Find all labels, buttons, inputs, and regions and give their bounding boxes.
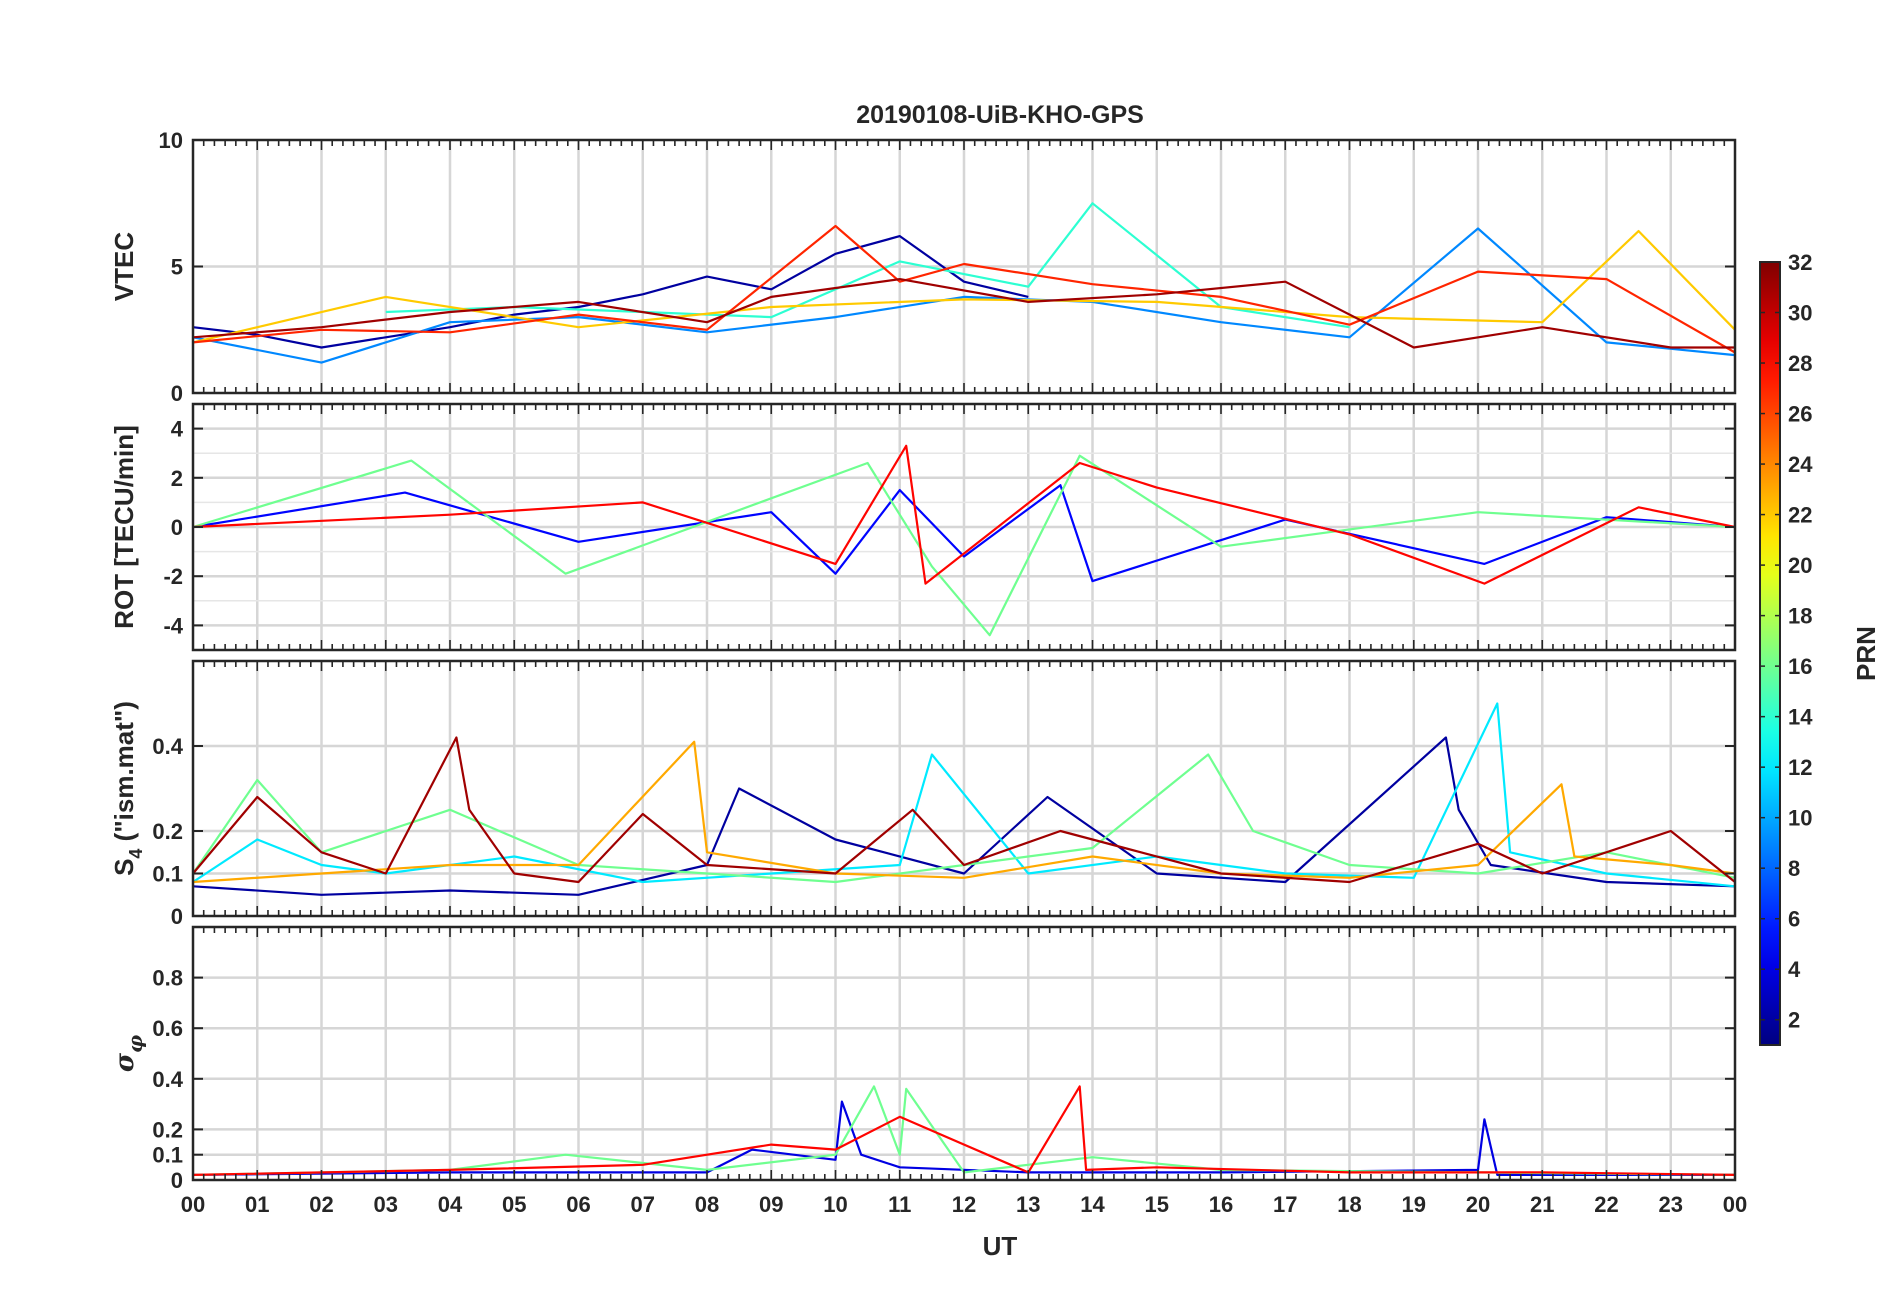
x-tick-label: 03 xyxy=(374,1192,398,1217)
panel-sigma_phi: 00.10.2 0.4 0.6 0.8 σφ xyxy=(110,925,1737,1193)
minor-ticks xyxy=(202,927,1726,1180)
x-tick-label: 13 xyxy=(1016,1192,1040,1217)
x-tick-label: 11 xyxy=(888,1192,911,1217)
x-tick-label: 06 xyxy=(566,1192,590,1217)
y-tick-label: -4 xyxy=(163,613,183,638)
y-tick-label: 0.1 xyxy=(152,862,183,887)
colorbar-tick-label: 32 xyxy=(1788,250,1812,275)
x-tick-label: 23 xyxy=(1659,1192,1683,1217)
colorbar-tick-label: 10 xyxy=(1788,806,1812,831)
y-axis-label-sigma_phi: σφ xyxy=(110,1035,147,1072)
y-tick-label: 4 xyxy=(171,417,184,442)
x-tick-label: 18 xyxy=(1337,1192,1361,1217)
minor-ticks xyxy=(202,404,1726,650)
colorbar-tick-label: 8 xyxy=(1788,856,1800,881)
minor-ticks xyxy=(202,661,1726,916)
x-tick-label: 21 xyxy=(1530,1192,1554,1217)
x-tick-label: 10 xyxy=(823,1192,847,1217)
x-tick-label: 15 xyxy=(1145,1192,1169,1217)
series-line-prn-2 xyxy=(192,736,1736,896)
series-line-prn-2 xyxy=(192,235,1029,349)
y-tick-label: 10 xyxy=(159,128,183,153)
y-tick-label: 0.6 xyxy=(152,1016,183,1041)
x-tick-label: 08 xyxy=(695,1192,719,1217)
series-line-prn-16 xyxy=(192,454,1736,637)
x-tick-label: 02 xyxy=(309,1192,333,1217)
x-tick-label: 12 xyxy=(952,1192,976,1217)
y-axis-label-s4: S4 ("ism.mat") xyxy=(109,701,146,876)
series-line-prn-31 xyxy=(192,278,1735,349)
colorbar-tick-label: 4 xyxy=(1788,957,1801,982)
y-tick-label: 0 xyxy=(171,381,183,406)
grid-sigma_phi xyxy=(193,927,1735,1180)
figure-title: 20190108-UiB-KHO-GPS xyxy=(856,101,1144,129)
y-tick-label: 0 xyxy=(171,1168,183,1193)
y-axis-label-rot: ROT [TECU/min] xyxy=(109,425,139,629)
x-tick-label: 19 xyxy=(1402,1192,1426,1217)
colorbar-tick-label: 22 xyxy=(1788,503,1812,528)
colorbar-tick-label: 24 xyxy=(1788,452,1813,477)
colorbar-tick-label: 26 xyxy=(1788,402,1812,427)
x-tick-label: 00 xyxy=(181,1192,205,1217)
y-tick-label: 2 xyxy=(171,466,183,491)
y-axis-label-vtec: VTEC xyxy=(109,232,139,302)
y-tick-label: -2 xyxy=(163,564,183,589)
series-line-prn-28 xyxy=(192,444,1736,585)
series-line-prn-23 xyxy=(192,740,1736,884)
x-tick-label: 22 xyxy=(1594,1192,1618,1217)
colorbar-tick-label: 2 xyxy=(1788,1008,1800,1033)
y-tick-label: 0.2 xyxy=(152,1117,183,1142)
colorbar-tick-label: 18 xyxy=(1788,604,1812,629)
colorbar-label: PRN xyxy=(1851,626,1881,681)
panel-s4: 0 0.1 0.2 0.4S4 ("ism.mat") xyxy=(109,659,1737,929)
y-tick-label: 0 xyxy=(171,515,183,540)
y-tick-label: 5 xyxy=(171,255,183,280)
panel-vtec: 0 5 10 VTEC xyxy=(109,128,1737,406)
y-tick-label: 0.4 xyxy=(152,1067,183,1092)
colorbar-tick-label: 28 xyxy=(1788,351,1812,376)
colorbar-tick-label: 20 xyxy=(1788,553,1812,578)
x-tick-label: 01 xyxy=(245,1192,269,1217)
x-tick-label: 05 xyxy=(502,1192,526,1217)
colorbar-tick-label: 16 xyxy=(1788,654,1812,679)
y-tick-label: 0.8 xyxy=(152,966,183,991)
y-tick-label: 0.1 xyxy=(152,1143,183,1168)
grid-vtec xyxy=(193,140,1735,393)
x-tick-label: 14 xyxy=(1080,1192,1105,1217)
x-tick-label: 04 xyxy=(438,1192,463,1217)
colorbar-tick-label: 14 xyxy=(1788,705,1813,730)
x-tick-label: 09 xyxy=(759,1192,783,1217)
y-tick-label: 0.4 xyxy=(152,734,183,759)
colorbar-tick-label: 12 xyxy=(1788,755,1812,780)
x-axis-label: UT xyxy=(983,1231,1018,1261)
colorbar-tick-label: 6 xyxy=(1788,907,1800,932)
x-tick-label: 00 xyxy=(1723,1192,1747,1217)
minor-ticks xyxy=(202,140,1726,393)
y-tick-label: 0 xyxy=(171,904,183,929)
x-tick-label: 16 xyxy=(1209,1192,1233,1217)
colorbar-tick-label: 30 xyxy=(1788,301,1812,326)
colorbar-gradient xyxy=(1759,261,1781,1046)
grid-rot xyxy=(193,404,1735,650)
y-tick-label: 0.2 xyxy=(152,819,183,844)
x-axis: 00 01 02 03 04 05 06 07 08 09 10 11 12 13 14 15 16 17 18 19… xyxy=(181,1192,1747,1217)
x-tick-label: 17 xyxy=(1273,1192,1297,1217)
series-line-prn-27 xyxy=(192,224,1736,354)
x-tick-label: 20 xyxy=(1466,1192,1490,1217)
x-tick-label: 07 xyxy=(631,1192,655,1217)
panel-rot: -4 -2 0 2 4 ROT [TECU/min] xyxy=(109,402,1737,652)
